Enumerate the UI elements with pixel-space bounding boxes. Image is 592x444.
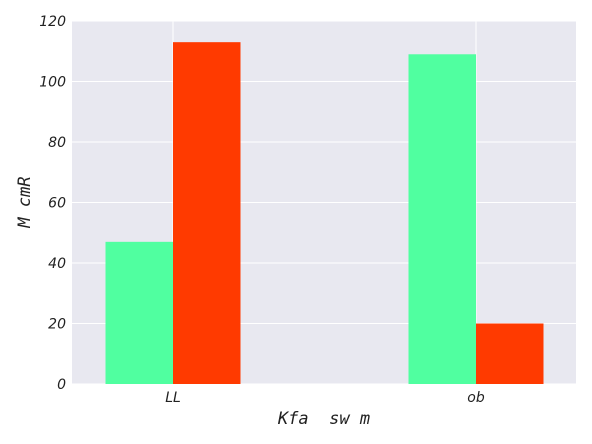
x-tick-label: ob [467, 390, 485, 406]
y-tick-label: 20 [48, 317, 66, 333]
y-tick-label: 40 [48, 256, 66, 272]
bar [106, 242, 174, 384]
bar [409, 54, 477, 384]
bar [173, 42, 241, 384]
y-tick-label: 120 [39, 14, 66, 30]
y-tick-label: 0 [57, 377, 66, 393]
y-tick-label: 80 [48, 135, 66, 151]
y-tick-labels: 0 20 40 60 80 100 120 [39, 14, 66, 393]
y-tick-label: 100 [39, 75, 66, 91]
x-axis-label: Kfa sw m [277, 409, 370, 429]
x-tick-label: LL [165, 390, 181, 406]
x-tick-labels: LL ob [165, 390, 485, 406]
y-axis-label: M cmR [15, 176, 35, 228]
y-tick-label: 60 [48, 196, 66, 212]
bar [476, 324, 544, 385]
